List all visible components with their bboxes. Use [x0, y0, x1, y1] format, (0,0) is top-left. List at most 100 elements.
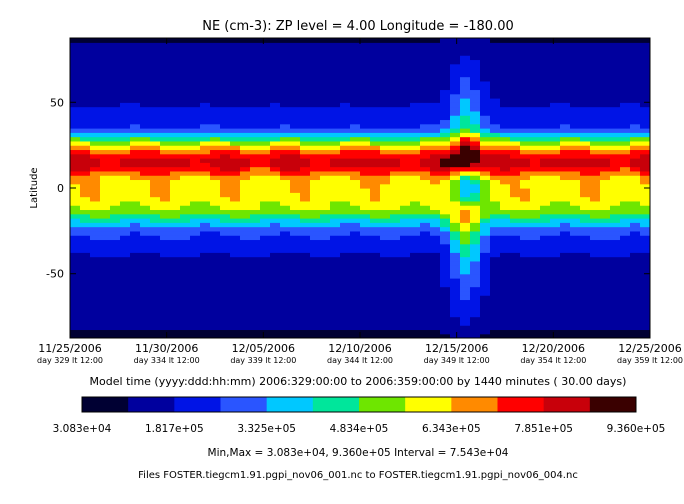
- heatmap-cell: [290, 329, 301, 335]
- heatmap-cell: [250, 243, 261, 249]
- heatmap-cell: [80, 320, 91, 326]
- heatmap-cell: [130, 93, 141, 99]
- heatmap-cell: [510, 55, 521, 61]
- heatmap-cell: [230, 162, 241, 168]
- heatmap-cell: [280, 329, 291, 335]
- heatmap-cell: [570, 226, 581, 232]
- heatmap-cell: [580, 38, 591, 43]
- heatmap-cell: [320, 76, 331, 82]
- heatmap-cell: [180, 222, 191, 228]
- heatmap-cell: [390, 320, 401, 326]
- heatmap-cell: [260, 110, 271, 116]
- heatmap-cell: [600, 282, 611, 288]
- heatmap-cell: [520, 252, 531, 258]
- heatmap-cell: [560, 38, 571, 43]
- heatmap-cell: [560, 192, 571, 198]
- heatmap-cell: [510, 265, 521, 271]
- heatmap-cell: [540, 200, 551, 206]
- heatmap-cell: [90, 166, 101, 172]
- heatmap-cell: [530, 93, 541, 99]
- heatmap-cell: [510, 115, 521, 121]
- heatmap-cell: [400, 235, 411, 241]
- heatmap-cell: [90, 265, 101, 271]
- heatmap-cell: [640, 76, 650, 82]
- heatmap-cell: [540, 290, 551, 296]
- heatmap-cell: [130, 243, 141, 249]
- heatmap-cell: [220, 188, 231, 193]
- heatmap-cell: [320, 158, 331, 163]
- heatmap-cell: [200, 76, 211, 82]
- heatmap-cell: [520, 192, 531, 198]
- heatmap-cell: [300, 80, 311, 86]
- heatmap-cell: [250, 282, 261, 288]
- heatmap-cell: [190, 72, 201, 78]
- heatmap-cell: [150, 200, 161, 206]
- heatmap-cell: [180, 200, 191, 206]
- heatmap-cell: [250, 93, 261, 99]
- heatmap-cell: [310, 132, 321, 138]
- heatmap-cell: [240, 213, 251, 219]
- heatmap-cell: [510, 128, 521, 133]
- heatmap-cell: [410, 230, 421, 236]
- heatmap-cell: [360, 136, 371, 142]
- heatmap-cell: [470, 42, 481, 48]
- heatmap-cell: [100, 63, 111, 69]
- heatmap-cell: [460, 166, 471, 172]
- heatmap-cell: [580, 333, 591, 338]
- heatmap-cell: [600, 106, 611, 112]
- heatmap-cell: [100, 252, 111, 258]
- heatmap-cell: [220, 145, 231, 151]
- heatmap-cell: [290, 166, 301, 172]
- heatmap-cell: [460, 209, 471, 215]
- heatmap-cell: [190, 85, 201, 91]
- heatmap-cell: [430, 145, 441, 151]
- heatmap-cell: [120, 222, 131, 228]
- heatmap-cell: [570, 140, 581, 146]
- heatmap-cell: [120, 329, 131, 335]
- heatmap-cell: [470, 89, 481, 95]
- heatmap-cell: [70, 93, 81, 99]
- heatmap-cell: [70, 256, 81, 262]
- heatmap-cell: [230, 286, 241, 292]
- heatmap-cell: [330, 295, 341, 301]
- heatmap-cell: [310, 252, 321, 258]
- heatmap-cell: [100, 239, 111, 245]
- heatmap-cell: [100, 38, 111, 43]
- heatmap-cell: [450, 46, 461, 52]
- heatmap-cell: [350, 128, 361, 133]
- heatmap-cell: [70, 46, 81, 52]
- heatmap-cell: [500, 85, 511, 91]
- heatmap-cell: [390, 325, 401, 331]
- heatmap-cell: [170, 209, 181, 215]
- heatmap-cell: [290, 213, 301, 219]
- heatmap-cell: [130, 145, 141, 151]
- heatmap-cell: [300, 312, 311, 318]
- heatmap-cell: [180, 38, 191, 43]
- heatmap-cell: [280, 200, 291, 206]
- heatmap-cell: [190, 98, 201, 103]
- heatmap-cell: [590, 273, 601, 279]
- heatmap-cell: [300, 273, 311, 279]
- heatmap-cell: [630, 196, 641, 202]
- heatmap-cell: [230, 303, 241, 309]
- heatmap-cell: [200, 256, 211, 262]
- heatmap-cell: [230, 235, 241, 241]
- heatmap-cell: [510, 145, 521, 151]
- heatmap-cell: [300, 218, 311, 223]
- heatmap-cell: [400, 205, 411, 211]
- heatmap-cell: [210, 299, 221, 305]
- heatmap-cell: [330, 320, 341, 326]
- heatmap-cell: [250, 50, 261, 56]
- heatmap-cell: [430, 200, 441, 206]
- heatmap-cell: [70, 158, 81, 163]
- heatmap-cell: [220, 140, 231, 146]
- heatmap-cell: [640, 59, 650, 65]
- heatmap-cell: [160, 209, 171, 215]
- heatmap-cell: [490, 179, 501, 185]
- heatmap-cell: [590, 218, 601, 223]
- heatmap-cell: [170, 295, 181, 301]
- heatmap-cell: [370, 110, 381, 116]
- heatmap-cell: [120, 140, 131, 146]
- heatmap-cell: [260, 179, 271, 185]
